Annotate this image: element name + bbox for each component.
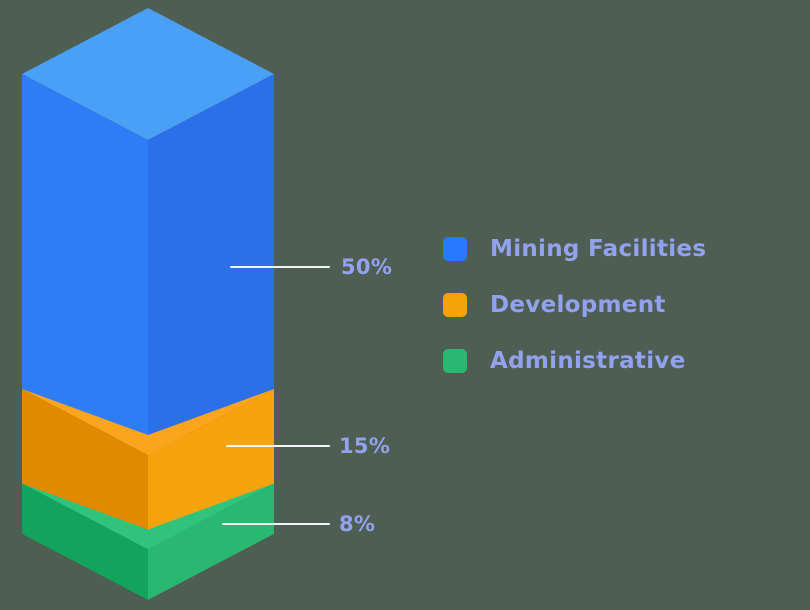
callout-line-mining — [230, 266, 330, 268]
legend-swatch-development-icon — [443, 293, 467, 317]
legend-item-mining: Mining Facilities — [443, 236, 707, 262]
legend-swatch-mining-icon — [443, 237, 467, 261]
legend-item-development: Development — [443, 292, 706, 318]
legend: Mining Facilities Development Administra… — [443, 236, 707, 374]
legend-label-mining: Mining Facilities — [490, 236, 707, 262]
value-label-development: 15% — [339, 434, 391, 458]
value-label-administrative: 8% — [339, 512, 376, 536]
callout-line-administrative — [222, 523, 330, 525]
value-label-mining: 50% — [341, 255, 393, 279]
legend-label-administrative: Administrative — [490, 348, 686, 374]
callout-line-development — [226, 445, 330, 447]
legend-label-development: Development — [490, 292, 666, 318]
legend-item-administrative: Administrative — [443, 348, 706, 374]
legend-swatch-administrative-icon — [443, 349, 467, 373]
